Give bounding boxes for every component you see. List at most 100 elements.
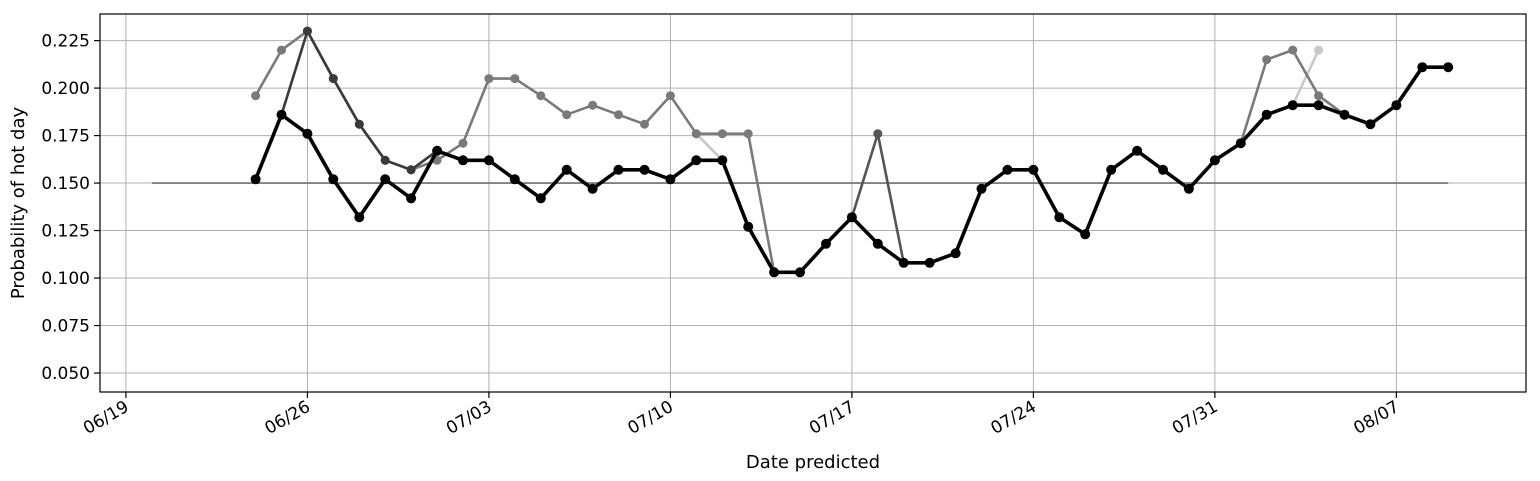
data-point xyxy=(536,91,546,101)
y-tick-label: 0.125 xyxy=(41,222,90,242)
data-point xyxy=(483,155,494,166)
data-point xyxy=(509,174,520,185)
data-point xyxy=(277,45,286,55)
data-point xyxy=(302,128,313,139)
data-point xyxy=(691,129,701,139)
data-point xyxy=(1080,229,1091,240)
data-point xyxy=(976,183,987,194)
data-point xyxy=(1314,91,1324,101)
data-point xyxy=(639,164,650,175)
data-point xyxy=(743,129,753,139)
grid xyxy=(100,14,1526,392)
data-point xyxy=(354,119,364,129)
data-point xyxy=(1339,109,1350,120)
data-point xyxy=(1106,164,1117,175)
y-tick-label: 0.100 xyxy=(41,269,90,289)
data-point xyxy=(251,91,261,101)
data-point xyxy=(380,155,390,165)
data-point xyxy=(276,109,287,120)
data-point xyxy=(1313,100,1324,111)
data-point xyxy=(406,165,416,175)
data-point xyxy=(769,267,780,278)
data-point xyxy=(354,212,365,223)
series-group xyxy=(251,26,779,277)
data-point xyxy=(872,238,883,249)
data-point xyxy=(588,100,598,110)
data-point xyxy=(328,174,339,185)
data-point xyxy=(743,221,754,232)
series-line xyxy=(280,29,438,172)
data-point xyxy=(1261,109,1272,120)
y-tick-label: 0.075 xyxy=(41,317,90,337)
data-point xyxy=(1209,155,1220,166)
series-layer xyxy=(250,26,1454,278)
data-point xyxy=(898,257,909,268)
data-point xyxy=(458,138,468,148)
data-point xyxy=(380,174,391,185)
data-point xyxy=(1314,45,1324,55)
data-point xyxy=(535,193,546,204)
x-axis-ticks: 06/19 06/26 07/03 07/10 07/17 07/24 07/31 08/07 xyxy=(80,392,1403,439)
data-point xyxy=(1054,212,1065,223)
data-point xyxy=(821,238,831,249)
series-line xyxy=(1214,48,1346,162)
data-point xyxy=(1028,164,1039,175)
data-point xyxy=(1365,119,1376,130)
data-point xyxy=(484,74,494,84)
x-tick-label: 07/17 xyxy=(806,397,858,439)
data-point xyxy=(587,183,598,194)
data-point xyxy=(1158,164,1168,175)
data-point xyxy=(328,74,338,84)
y-tick-label: 0.050 xyxy=(41,364,90,384)
x-tick-label: 08/07 xyxy=(1350,397,1402,439)
series-line xyxy=(254,29,776,273)
data-point xyxy=(717,129,727,139)
y-tick-label: 0.150 xyxy=(41,174,90,194)
x-axis-label: Date predicted xyxy=(746,452,880,473)
data-point xyxy=(846,212,857,223)
data-point xyxy=(924,257,935,268)
series-group xyxy=(1210,45,1349,165)
series-line xyxy=(825,132,905,264)
data-point xyxy=(640,119,649,129)
data-point xyxy=(406,193,417,204)
data-point xyxy=(1235,138,1246,149)
data-point xyxy=(1443,62,1454,73)
data-point xyxy=(665,174,676,185)
data-point xyxy=(432,145,443,156)
x-tick-label: 06/26 xyxy=(261,397,313,439)
data-point xyxy=(795,267,805,278)
data-point xyxy=(458,155,468,166)
data-point xyxy=(665,91,675,101)
data-point xyxy=(614,110,623,120)
y-tick-label: 0.200 xyxy=(41,79,90,99)
y-tick-label: 0.225 xyxy=(41,32,90,52)
series-group xyxy=(250,62,1454,278)
data-point xyxy=(691,155,702,166)
data-point xyxy=(510,74,520,84)
data-point xyxy=(250,174,261,185)
data-point xyxy=(562,110,572,120)
data-point xyxy=(613,164,624,175)
x-tick-label: 07/10 xyxy=(624,397,676,439)
data-point xyxy=(1132,145,1143,156)
data-point xyxy=(1288,45,1298,55)
series-group xyxy=(277,26,442,175)
data-point xyxy=(561,164,572,175)
data-point xyxy=(950,248,961,259)
data-point xyxy=(1391,100,1402,111)
data-point xyxy=(1287,100,1298,111)
series-group xyxy=(821,129,909,268)
x-tick-label: 07/03 xyxy=(443,397,495,439)
x-tick-label: 07/31 xyxy=(1169,397,1221,439)
data-point xyxy=(302,26,312,36)
data-point xyxy=(873,129,883,139)
x-tick-label: 07/24 xyxy=(987,397,1039,439)
y-tick-label: 0.175 xyxy=(41,127,90,147)
y-axis-ticks: 0.050 0.075 0.100 0.125 0.150 0.175 0.200 0.225 xyxy=(41,32,100,384)
x-tick-label: 06/19 xyxy=(80,397,132,439)
data-point xyxy=(717,155,728,166)
plot-frame xyxy=(99,13,1527,393)
data-point xyxy=(1262,55,1272,65)
